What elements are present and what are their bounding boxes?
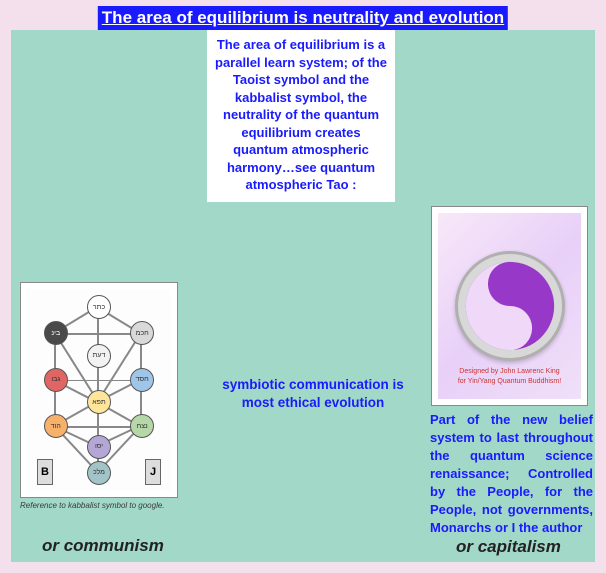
- sefirah-binah: בינ: [44, 321, 68, 345]
- kabbalah-image-frame: B J כתר בינ חכמ דעת גבו חסד תפא הוד נצח יסומלכ: [20, 282, 178, 498]
- credit-line-2: for Yin/Yang Quantum Buddhism!: [438, 377, 581, 387]
- sefirah-keter: כתר: [87, 295, 111, 319]
- sefirah-yesod: יסו: [87, 435, 111, 459]
- right-label: or capitalism: [456, 537, 561, 557]
- belief-text: Part of the new belief system to last th…: [430, 411, 593, 537]
- yinyang-image-frame: Designed by John Lawrenc King for Yin/Ya…: [431, 206, 588, 406]
- pillar-left: B: [37, 459, 53, 485]
- sefirah-hod: הוד: [44, 414, 68, 438]
- sefirah-tiferet: תפא: [87, 390, 111, 414]
- sefirah-chokmah: חכמ: [130, 321, 154, 345]
- sefirah-netzach: נצח: [130, 414, 154, 438]
- credit-line-1: Designed by John Lawrenc King: [438, 367, 581, 377]
- description-box: The area of equilibrium is a parallel le…: [207, 30, 395, 202]
- center-text: symbiotic communication is most ethical …: [208, 376, 418, 412]
- page-title: The area of equilibrium is neutrality an…: [98, 6, 508, 30]
- left-label: or communism: [42, 536, 164, 556]
- yinyang-credit: Designed by John Lawrenc King for Yin/Ya…: [438, 367, 581, 387]
- kabbalah-tree-diagram: B J כתר בינ חכמ דעת גבו חסד תפא הוד נצח יסומלכ: [27, 289, 171, 491]
- pillar-right: J: [145, 459, 161, 485]
- kabbalah-caption: Reference to kabbalist symbol to google.: [20, 501, 165, 510]
- sefirah-daat: דעת: [87, 344, 111, 368]
- yinyang-icon: [464, 260, 556, 352]
- yinyang-card: Designed by John Lawrenc King for Yin/Ya…: [438, 213, 581, 399]
- sefirah-chesed: חסד: [130, 368, 154, 392]
- yinyang-ring: [455, 251, 565, 361]
- sefirah-malkut: מלכ: [87, 461, 111, 485]
- sefirah-gevurah: גבו: [44, 368, 68, 392]
